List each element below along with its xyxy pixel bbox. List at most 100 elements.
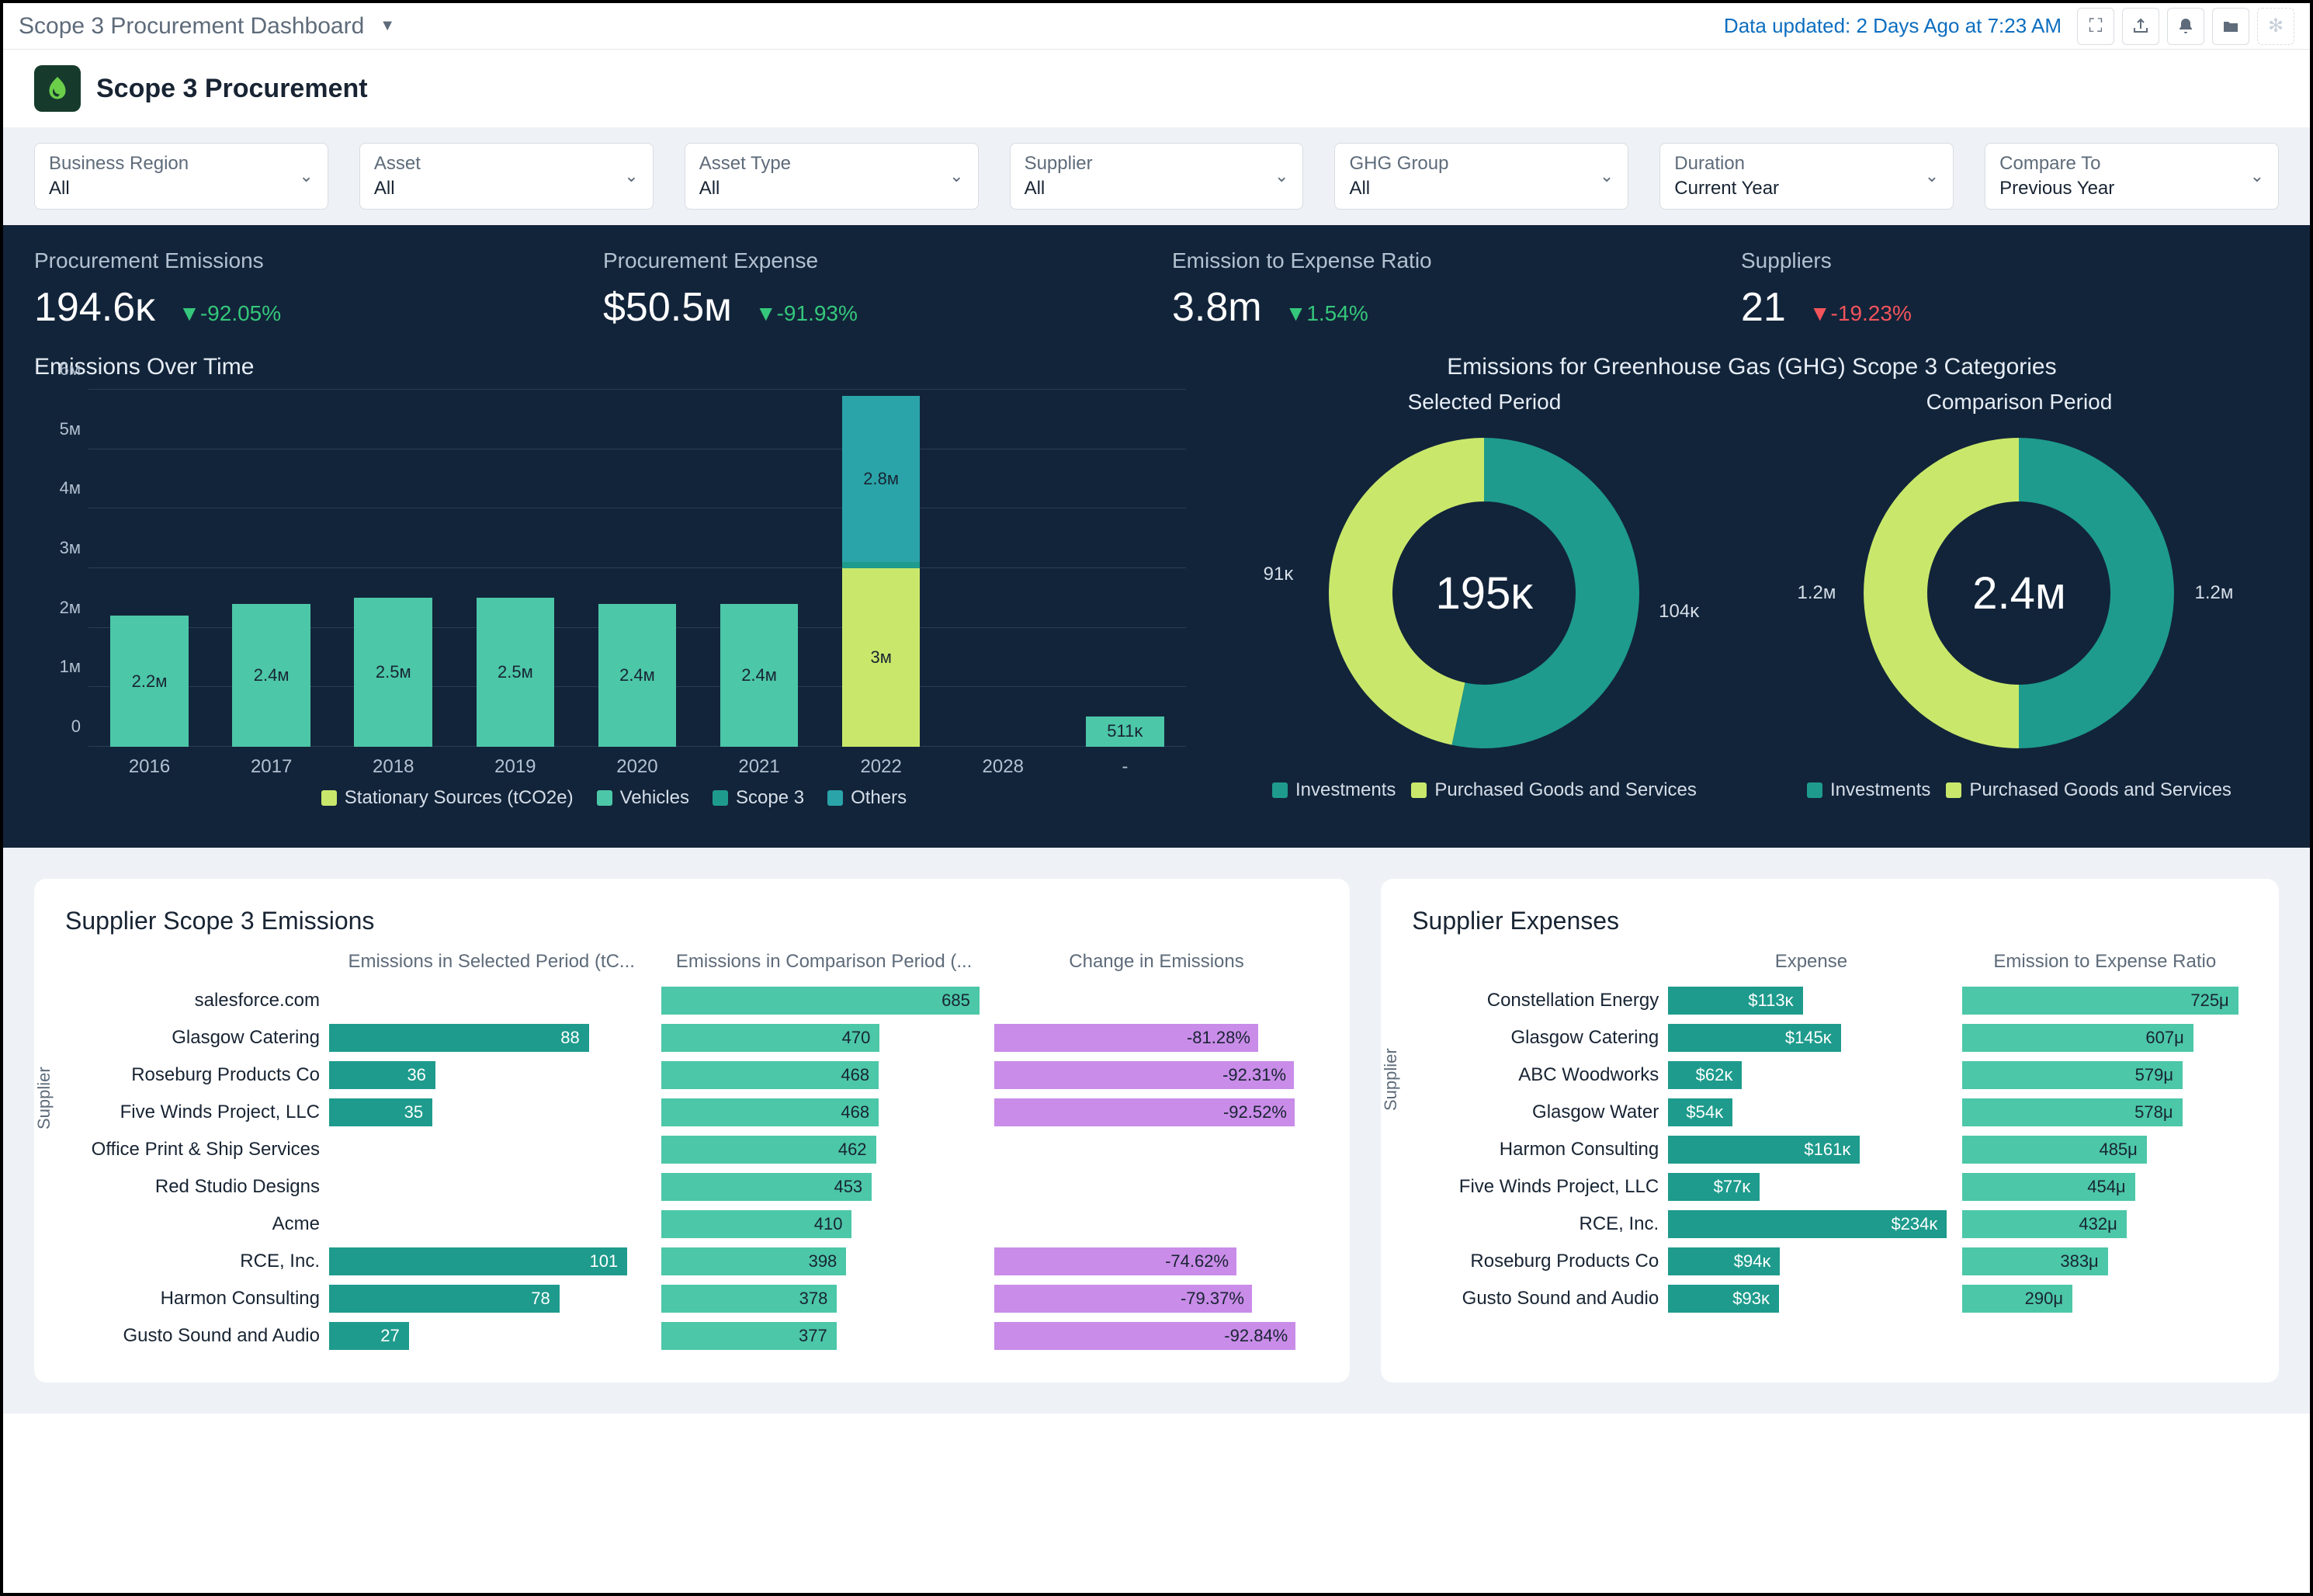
- bar-segment[interactable]: 2.4ᴍ: [720, 604, 799, 747]
- bar-segment[interactable]: 2.4ᴍ: [598, 604, 677, 747]
- x-tick-label: -: [1086, 756, 1164, 778]
- kpi-label: Suppliers: [1741, 248, 2279, 273]
- hbar[interactable]: $113ᴋ: [1668, 987, 1802, 1015]
- share-icon[interactable]: [2122, 8, 2159, 45]
- legend-swatch: [827, 790, 843, 806]
- filter-value: All: [1025, 178, 1274, 200]
- legend-label: Vehicles: [620, 787, 689, 809]
- dashboard-menu-caret[interactable]: ▼: [380, 17, 395, 35]
- hbar[interactable]: -74.62%: [994, 1247, 1236, 1275]
- donut-slice-label: 104ᴋ: [1659, 601, 1699, 623]
- hbar[interactable]: 383μ: [1962, 1247, 2108, 1275]
- hbar[interactable]: -79.37%: [994, 1285, 1252, 1313]
- supplier-label: Acme: [65, 1206, 329, 1243]
- kpi-delta: ▼-91.93%: [755, 301, 858, 326]
- bar-segment[interactable]: 2.5ᴍ: [354, 598, 432, 747]
- hbar[interactable]: 398: [661, 1247, 846, 1275]
- settings-icon[interactable]: ✻: [2257, 8, 2294, 45]
- folder-icon[interactable]: [2212, 8, 2249, 45]
- supplier-label: salesforce.com: [65, 982, 329, 1019]
- chevron-down-icon: ⌄: [1600, 166, 1614, 186]
- hbar[interactable]: $234ᴋ: [1668, 1210, 1947, 1238]
- hbar[interactable]: $161ᴋ: [1668, 1136, 1860, 1164]
- bar-segment[interactable]: 2.2ᴍ: [110, 616, 189, 747]
- filter-ghg-group[interactable]: GHG GroupAll⌄: [1334, 143, 1628, 210]
- app-logo: [34, 65, 81, 112]
- hbar[interactable]: $93ᴋ: [1668, 1285, 1779, 1313]
- hbar[interactable]: 454μ: [1962, 1173, 2135, 1201]
- emissions-chart-title: Emissions Over Time: [34, 354, 1194, 380]
- hbar[interactable]: 432μ: [1962, 1210, 2127, 1238]
- hbar[interactable]: 35: [329, 1098, 432, 1126]
- hbar[interactable]: 290μ: [1962, 1285, 2072, 1313]
- donut-selected-subtitle: Selected Period: [1408, 390, 1562, 415]
- bar-segment[interactable]: 2.4ᴍ: [232, 604, 310, 747]
- hbar[interactable]: -92.84%: [994, 1322, 1295, 1350]
- hbar[interactable]: 78: [329, 1285, 560, 1313]
- hbar[interactable]: 468: [661, 1061, 879, 1089]
- legend-label: Others: [851, 787, 907, 809]
- bar-value-label: 2.4ᴍ: [598, 665, 677, 685]
- filter-supplier[interactable]: SupplierAll⌄: [1010, 143, 1304, 210]
- hbar[interactable]: 101: [329, 1247, 627, 1275]
- filter-business-region[interactable]: Business RegionAll⌄: [34, 143, 328, 210]
- filter-value: All: [1349, 178, 1599, 200]
- expand-icon[interactable]: ⛶: [2077, 8, 2114, 45]
- supplier-label: RCE, Inc.: [65, 1243, 329, 1280]
- hbar[interactable]: 88: [329, 1024, 589, 1052]
- legend-item[interactable]: Investments: [1272, 779, 1396, 801]
- hbar[interactable]: 485μ: [1962, 1136, 2147, 1164]
- bell-icon[interactable]: [2167, 8, 2204, 45]
- bar-segment[interactable]: [842, 562, 921, 568]
- supplier-label: Roseburg Products Co: [65, 1056, 329, 1094]
- legend-item[interactable]: Scope 3: [713, 787, 804, 809]
- hbar[interactable]: $54ᴋ: [1668, 1098, 1732, 1126]
- hbar[interactable]: 377: [661, 1322, 836, 1350]
- hbar[interactable]: $77ᴋ: [1668, 1173, 1760, 1201]
- hbar[interactable]: 468: [661, 1098, 879, 1126]
- hbar[interactable]: $94ᴋ: [1668, 1247, 1780, 1275]
- hbar[interactable]: 462: [661, 1136, 876, 1164]
- legend-item[interactable]: Others: [827, 787, 907, 809]
- hbar[interactable]: 685: [661, 987, 979, 1015]
- hbar[interactable]: $62ᴋ: [1668, 1061, 1742, 1089]
- hbar[interactable]: 36: [329, 1061, 435, 1089]
- hbar[interactable]: 453: [661, 1173, 872, 1201]
- filter-compare-to[interactable]: Compare ToPrevious Year⌄: [1985, 143, 2279, 210]
- bar-segment[interactable]: 511ᴋ: [1086, 716, 1164, 747]
- supplier-label: Glasgow Catering: [65, 1019, 329, 1056]
- hbar[interactable]: 27: [329, 1322, 409, 1350]
- hbar[interactable]: 410: [661, 1210, 851, 1238]
- hbar[interactable]: 725μ: [1962, 987, 2238, 1015]
- ghg-title: Emissions for Greenhouse Gas (GHG) Scope…: [1225, 354, 2279, 380]
- chevron-down-icon: ⌄: [299, 166, 313, 186]
- hbar[interactable]: -92.52%: [994, 1098, 1295, 1126]
- supplier-label: RCE, Inc.: [1412, 1206, 1668, 1243]
- legend-item[interactable]: Stationary Sources (tCO2e): [321, 787, 574, 809]
- filter-asset[interactable]: AssetAll⌄: [359, 143, 654, 210]
- supplier-emissions-labels: salesforce.comGlasgow CateringRoseburg P…: [65, 951, 329, 1355]
- supplier-emissions-card: Supplier Scope 3 Emissions Supplier sale…: [34, 879, 1350, 1383]
- legend-item[interactable]: Purchased Goods and Services: [1946, 779, 2232, 801]
- legend-item[interactable]: Investments: [1807, 779, 1930, 801]
- hbar[interactable]: 378: [661, 1285, 837, 1313]
- bar-segment[interactable]: 3ᴍ: [842, 568, 921, 747]
- kpi-procurement-emissions: Procurement Emissions194.6ᴋ▼-92.05%: [34, 248, 572, 331]
- hbar[interactable]: 579μ: [1962, 1061, 2183, 1089]
- hbar[interactable]: 470: [661, 1024, 879, 1052]
- kpi-emission-to-expense-ratio: Emission to Expense Ratio3.8m▼1.54%: [1172, 248, 1710, 331]
- dashboard-title: Scope 3 Procurement Dashboard: [19, 13, 364, 40]
- hbar[interactable]: -81.28%: [994, 1024, 1258, 1052]
- bar-segment[interactable]: 2.5ᴍ: [477, 598, 555, 747]
- filter-asset-type[interactable]: Asset TypeAll⌄: [685, 143, 979, 210]
- hbar[interactable]: -92.31%: [994, 1061, 1294, 1089]
- filter-duration[interactable]: DurationCurrent Year⌄: [1659, 143, 1954, 210]
- legend-item[interactable]: Purchased Goods and Services: [1411, 779, 1697, 801]
- hbar[interactable]: 607μ: [1962, 1024, 2193, 1052]
- legend-item[interactable]: Vehicles: [597, 787, 689, 809]
- supplier-label: Red Studio Designs: [65, 1168, 329, 1206]
- hbar[interactable]: $145ᴋ: [1668, 1024, 1841, 1052]
- filter-value: All: [49, 178, 299, 200]
- hbar[interactable]: 578μ: [1962, 1098, 2183, 1126]
- bar-segment[interactable]: 2.8ᴍ: [842, 396, 921, 563]
